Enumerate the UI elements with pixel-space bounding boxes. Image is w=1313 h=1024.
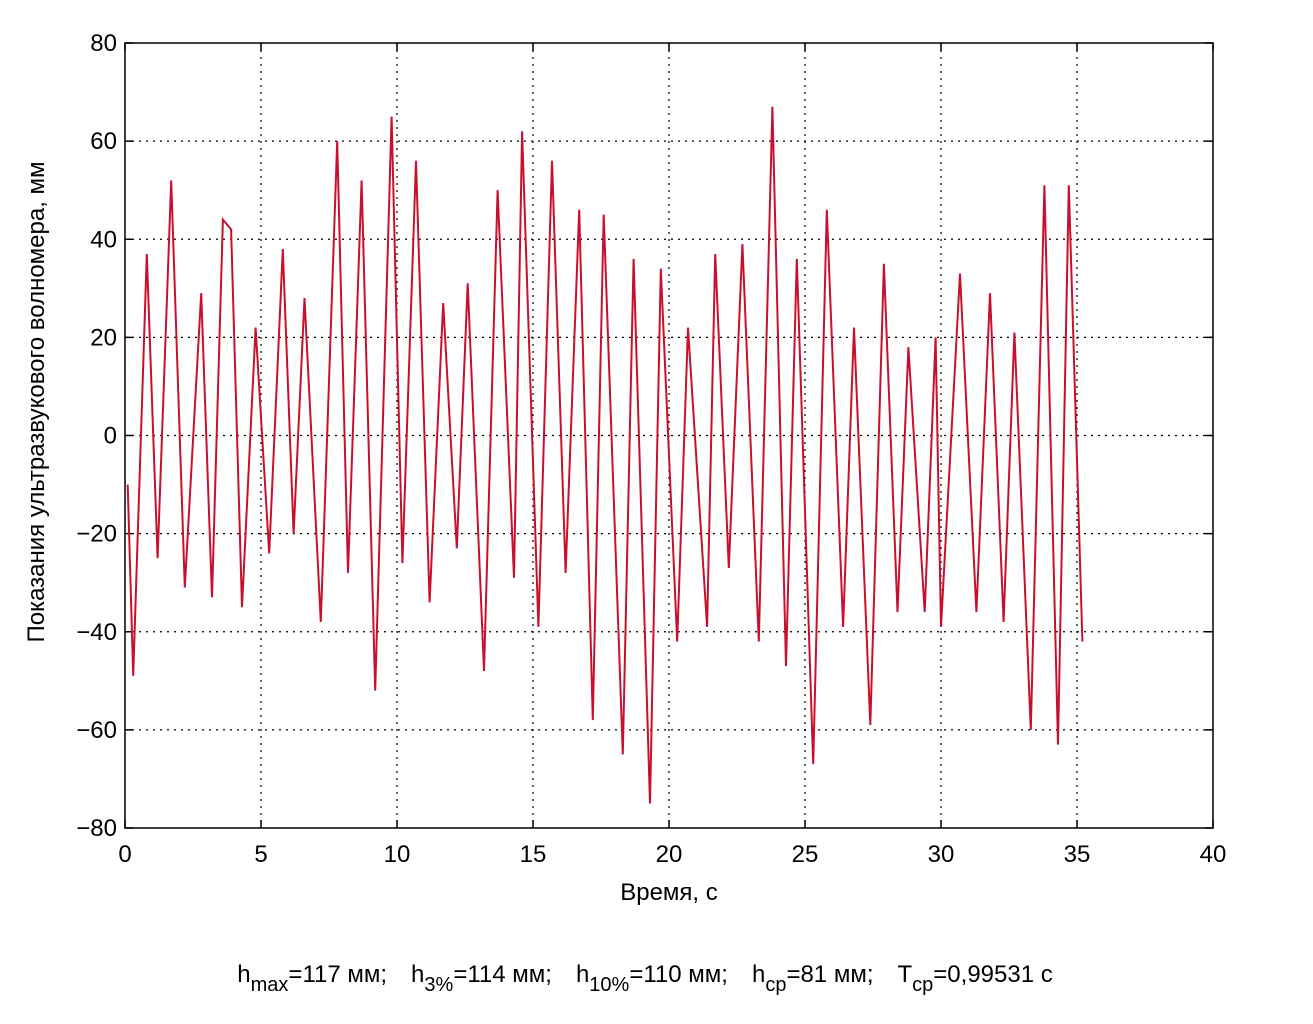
footnote-value: =81 мм; [786, 961, 873, 988]
y-tick-label: −20 [76, 521, 117, 548]
footnote-symbol: h [752, 961, 765, 988]
x-tick-label: 40 [1200, 841, 1227, 868]
y-tick-label: 20 [90, 324, 117, 351]
footnote: hmax=117 мм; h3%=114 мм; h10%=110 мм; hср=8… [237, 961, 1052, 996]
x-tick-label: 20 [656, 841, 683, 868]
x-tick-label: 5 [254, 841, 267, 868]
footnote-subscript: 10% [589, 974, 629, 996]
x-tick-label: 25 [792, 841, 819, 868]
footnote-subscript: ср [912, 974, 933, 996]
x-tick-label: 30 [928, 841, 955, 868]
y-tick-label: −40 [76, 619, 117, 646]
y-axis-label: Показания ультразвукового волномера, мм [23, 161, 50, 642]
y-tick-label: −60 [76, 717, 117, 744]
footnote-symbol: h [576, 961, 589, 988]
footnote-subscript: max [251, 974, 289, 996]
footnote-symbol: T [897, 961, 912, 988]
x-tick-label: 10 [384, 841, 411, 868]
footnote-value: =0,99531 с [933, 961, 1052, 988]
y-tick-label: −80 [76, 815, 117, 842]
x-tick-label: 0 [118, 841, 131, 868]
x-axis-label: Время, с [620, 879, 718, 906]
y-tick-label: 0 [104, 423, 117, 450]
footnote-subscript: 3% [424, 974, 453, 996]
y-tick-label: 60 [90, 128, 117, 155]
footnote-value: =117 мм; [288, 961, 387, 988]
y-tick-label: 80 [90, 30, 117, 57]
plot-frame [124, 42, 1214, 829]
x-tick-label: 35 [1064, 841, 1091, 868]
x-tick-label: 15 [520, 841, 547, 868]
y-tick-label: 40 [90, 226, 117, 253]
footnote-symbol: h [237, 961, 250, 988]
footnote-value: =110 мм; [629, 961, 728, 988]
footnote-value: =114 мм; [453, 961, 552, 988]
footnote-subscript: ср [765, 974, 786, 996]
footnote-symbol: h [411, 961, 424, 988]
data-line [126, 106, 1084, 804]
